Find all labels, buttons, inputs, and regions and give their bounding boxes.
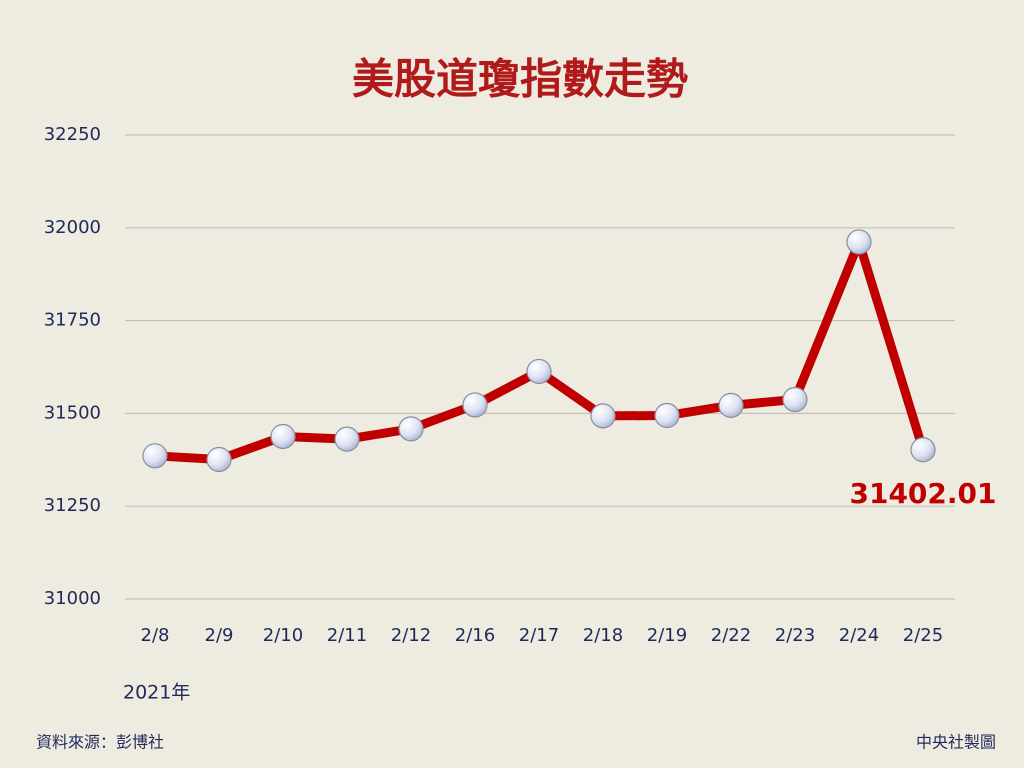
- marker: [718, 392, 744, 418]
- value-label: 31402.01: [849, 477, 996, 510]
- marker: [846, 229, 872, 255]
- x-tick-label: 2/25: [903, 625, 943, 646]
- x-tick-label: 2/19: [647, 625, 687, 646]
- y-tick-label: 31000: [44, 588, 101, 609]
- x-tick-label: 2/8: [141, 625, 170, 646]
- marker: [590, 403, 616, 429]
- credit: 中央社製圖: [916, 733, 996, 752]
- x-tick-label: 2/10: [263, 625, 303, 646]
- x-tick-label: 2/12: [391, 625, 431, 646]
- x-tick-label: 2/18: [583, 625, 623, 646]
- marker: [142, 443, 168, 469]
- plot: 31402.01: [142, 229, 997, 510]
- x-axis-note: 2021年: [123, 682, 190, 704]
- line: [154, 237, 928, 464]
- y-tick-label: 31750: [44, 310, 101, 331]
- x-tick-label: 2/22: [711, 625, 751, 646]
- x-tick-label: 2/23: [775, 625, 815, 646]
- marker: [206, 446, 232, 473]
- x-tick-label: 2/11: [327, 625, 367, 646]
- marker: [782, 386, 808, 413]
- y-tick-label: 31250: [44, 495, 101, 516]
- marker: [270, 423, 296, 450]
- marker: [462, 392, 488, 418]
- marker: [398, 416, 424, 442]
- chart-title: 美股道瓊指數走勢: [352, 55, 688, 104]
- x-tick-label: 2/9: [205, 625, 234, 646]
- x-tick-label: 2/16: [455, 625, 495, 646]
- y-tick-label: 32000: [44, 217, 101, 238]
- grid: [125, 134, 955, 600]
- marker: [334, 426, 360, 452]
- x-tick-label: 2/17: [519, 625, 559, 646]
- x-tick-label: 2/24: [839, 625, 879, 646]
- marker: [654, 402, 680, 429]
- y-tick-label: 31500: [44, 402, 101, 423]
- marker: [910, 437, 936, 463]
- y-tick-label: 32250: [44, 124, 101, 145]
- marker: [526, 358, 552, 385]
- source: 資料來源：彭博社: [36, 733, 164, 752]
